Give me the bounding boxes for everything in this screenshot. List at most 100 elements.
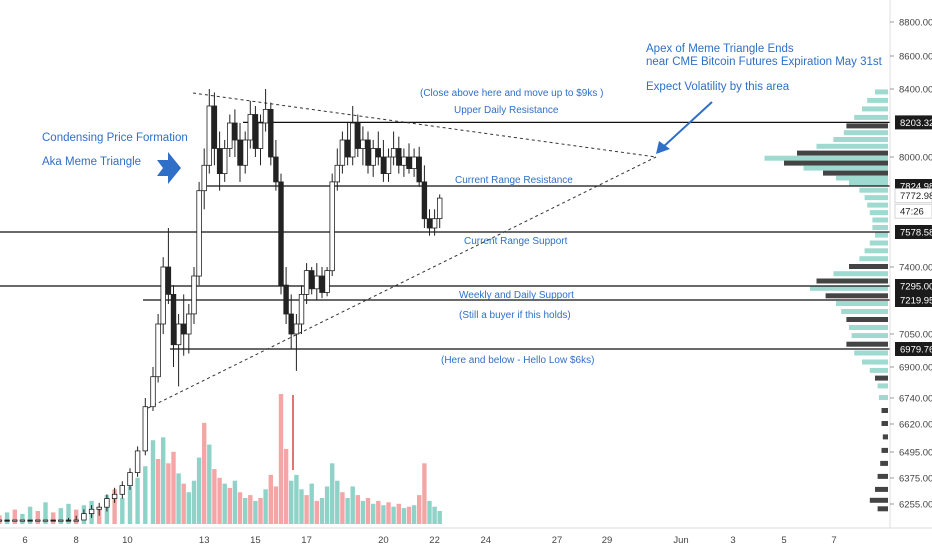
volume-bar <box>371 503 376 524</box>
candle-body <box>165 266 172 295</box>
candle-body <box>127 472 133 487</box>
volume-bar <box>304 495 309 524</box>
candle-body <box>329 181 335 272</box>
profile-bar <box>823 170 888 176</box>
profile-bar <box>841 309 888 314</box>
price-tick-label: 8600.00 <box>899 52 932 63</box>
upper-daily-resistance-label: Upper Daily Resistance <box>454 105 559 116</box>
volume-bar <box>202 422 207 524</box>
volume-bar <box>345 498 350 524</box>
profile-bar <box>864 195 888 201</box>
profile-bar <box>875 375 888 381</box>
candle-body <box>227 122 233 149</box>
time-tick-label: 22 <box>429 535 440 546</box>
volume-bar <box>355 495 360 524</box>
profile-bar <box>849 180 888 186</box>
volume-bar <box>191 480 197 524</box>
time-tick-label: 24 <box>481 535 492 546</box>
volume-bar <box>27 506 33 524</box>
profile-bar <box>872 217 888 223</box>
volume-bar <box>299 489 304 524</box>
candle-body <box>196 190 202 277</box>
volume-bar <box>248 495 253 524</box>
profile-bar <box>859 256 888 262</box>
apex-arrow-icon <box>656 141 670 154</box>
volume-bar <box>417 495 422 524</box>
candle-body <box>262 109 269 124</box>
price-label-box <box>895 225 932 239</box>
candle-body <box>257 122 264 149</box>
volume-bar <box>222 483 227 524</box>
profile-bar <box>869 210 888 216</box>
candle-body <box>288 313 294 335</box>
price-label-text: 7219.95 <box>900 296 932 307</box>
volume-bar <box>391 506 396 524</box>
profile-bar <box>810 285 888 291</box>
price-tick-label: 6495.00 <box>899 448 932 459</box>
price-label-box <box>895 342 932 356</box>
volume-bar <box>268 474 273 524</box>
profile-bar <box>797 150 888 156</box>
time-tick-label: 17 <box>301 535 312 546</box>
close-above-annotation: (Close above here and move up to $9ks ) <box>420 88 603 99</box>
candle-body <box>73 519 79 522</box>
candle-body <box>421 181 428 220</box>
profile-bar <box>869 497 888 503</box>
volume-bar <box>207 444 212 524</box>
weekly-daily-support-label: Weekly and Daily Support <box>459 290 574 301</box>
volume-bar <box>376 500 381 524</box>
candle-body <box>65 519 72 522</box>
profile-bar <box>882 434 888 440</box>
profile-bar <box>846 123 888 129</box>
apex-annotation-line2: near CME Bitcoin Futures Expiration May … <box>646 56 883 68</box>
price-label-text: 7578.58 <box>900 228 932 239</box>
volume-bar <box>365 498 371 524</box>
profile-bar <box>881 408 888 413</box>
volume-bar <box>273 486 279 524</box>
candle-body <box>411 156 417 170</box>
time-tick-label: 3 <box>730 535 735 546</box>
time-tick-label: 27 <box>552 535 563 546</box>
candlesticks <box>0 89 443 522</box>
candle-body <box>155 323 161 378</box>
time-tick-label: 20 <box>378 535 389 546</box>
candle-body <box>283 284 289 315</box>
candle-body <box>298 293 305 325</box>
price-label-text: 47:26 <box>900 207 924 218</box>
price-label-text: 8203.32 <box>900 118 932 129</box>
profile-bar <box>867 97 888 103</box>
time-axis[interactable]: 6 8 10 13 15 17 20 22 24 27 29 Jun 3 5 7 <box>0 527 932 546</box>
volume-bar <box>335 480 340 524</box>
candle-body <box>237 139 243 166</box>
profile-bar <box>851 333 888 339</box>
candle-body <box>191 275 197 315</box>
volume-bar <box>12 509 17 524</box>
profile-bar <box>836 175 888 181</box>
candle-body <box>349 122 356 158</box>
condensing-formation-annotation: Condensing Price Formation <box>42 132 188 144</box>
volume-bars <box>0 394 442 524</box>
price-label-text: 6979.76 <box>900 345 932 356</box>
volume-bar <box>186 492 191 524</box>
profile-bar <box>881 447 888 453</box>
volume-bar <box>360 500 366 524</box>
profile-bar <box>869 240 888 246</box>
volume-bar <box>35 511 40 524</box>
candle-body <box>360 139 366 149</box>
volume-bar <box>243 498 248 524</box>
price-label-box <box>894 188 932 204</box>
volume-bar <box>253 500 258 524</box>
candle-body <box>436 197 443 220</box>
profile-bar <box>875 89 888 95</box>
volume-bar <box>324 486 330 524</box>
annotations: Apex of Meme Triangle Ends near CME Bitc… <box>42 43 883 366</box>
candle-body <box>396 148 402 166</box>
price-axis[interactable]: 8800.00 8600.00 8400.00 8000.00 7400.00 7050.… <box>889 0 932 528</box>
candle-body <box>370 148 376 166</box>
volume-bar <box>294 474 299 524</box>
candle-body <box>431 218 438 229</box>
volume-bar <box>161 437 166 524</box>
profile-bar <box>869 367 888 373</box>
